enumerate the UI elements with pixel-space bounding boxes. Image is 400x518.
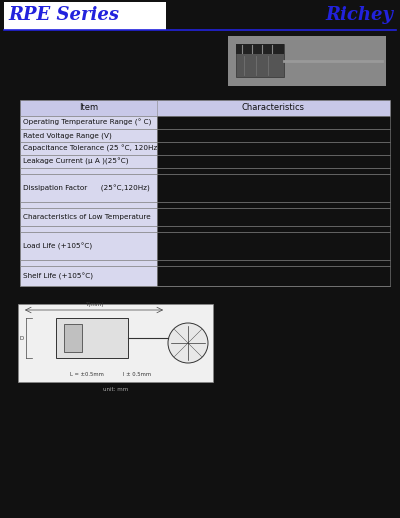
Bar bbox=[20, 116, 157, 129]
Circle shape bbox=[168, 323, 208, 363]
Bar bbox=[157, 174, 390, 202]
Bar bbox=[56, 318, 128, 358]
Bar bbox=[20, 100, 390, 116]
Bar bbox=[157, 208, 390, 226]
Text: Capacitance Tolerance (25 °C, 120Hz): Capacitance Tolerance (25 °C, 120Hz) bbox=[23, 145, 160, 152]
Text: T(mm): T(mm) bbox=[85, 302, 103, 307]
Bar bbox=[64, 324, 82, 352]
Text: l ± 0.5mm: l ± 0.5mm bbox=[123, 372, 151, 377]
Text: Rated Voltage Range (V): Rated Voltage Range (V) bbox=[23, 132, 112, 139]
Text: Dissipation Factor      (25°C,120Hz): Dissipation Factor (25°C,120Hz) bbox=[23, 184, 150, 192]
Bar bbox=[228, 36, 386, 86]
Bar bbox=[157, 142, 390, 155]
Bar bbox=[20, 226, 157, 232]
Bar bbox=[18, 304, 213, 382]
Bar bbox=[20, 168, 157, 174]
Text: RPE Series: RPE Series bbox=[8, 6, 119, 24]
Text: Characteristics: Characteristics bbox=[242, 104, 305, 112]
Text: Shelf Life (+105°C): Shelf Life (+105°C) bbox=[23, 272, 93, 280]
Bar bbox=[157, 202, 390, 208]
Bar bbox=[20, 260, 157, 266]
Text: D: D bbox=[20, 336, 24, 340]
Bar bbox=[236, 44, 284, 77]
Bar bbox=[20, 232, 157, 260]
Bar bbox=[157, 260, 390, 266]
Bar bbox=[20, 174, 157, 202]
Text: Operating Temperature Range (° C): Operating Temperature Range (° C) bbox=[23, 119, 151, 126]
Bar bbox=[157, 155, 390, 168]
Bar bbox=[157, 266, 390, 286]
Text: Leakage Current (μ A )(25°C): Leakage Current (μ A )(25°C) bbox=[23, 158, 128, 165]
Bar bbox=[157, 226, 390, 232]
Bar bbox=[20, 202, 157, 208]
Bar bbox=[157, 129, 390, 142]
Bar bbox=[157, 168, 390, 174]
Text: Richey: Richey bbox=[325, 6, 393, 24]
Text: L = ±0.5mm: L = ±0.5mm bbox=[70, 372, 104, 377]
Text: Characteristics of Low Temperature: Characteristics of Low Temperature bbox=[23, 214, 151, 220]
Text: unit: mm: unit: mm bbox=[103, 387, 128, 392]
Bar bbox=[20, 208, 157, 226]
Bar bbox=[157, 116, 390, 129]
Bar bbox=[20, 155, 157, 168]
Bar bbox=[20, 266, 157, 286]
Text: Load Life (+105°C): Load Life (+105°C) bbox=[23, 242, 92, 250]
Text: Item: Item bbox=[79, 104, 98, 112]
Bar bbox=[236, 44, 284, 54]
Bar bbox=[20, 129, 157, 142]
Bar bbox=[4, 2, 166, 30]
Bar bbox=[157, 232, 390, 260]
Bar bbox=[20, 142, 157, 155]
